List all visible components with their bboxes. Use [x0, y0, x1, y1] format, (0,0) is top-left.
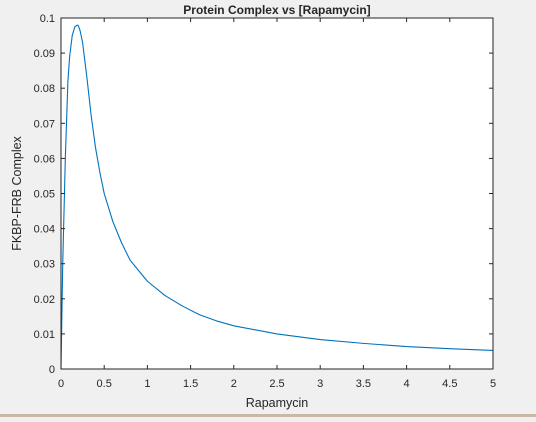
x-tick-label: 1	[144, 378, 150, 390]
x-tick-label: 3	[317, 378, 323, 390]
y-tick-label: 0.04	[34, 224, 55, 236]
x-tick-label: 0.5	[97, 378, 112, 390]
x-tick-label: 4	[404, 378, 410, 390]
x-tick-label: 5	[490, 378, 496, 390]
y-axis-label: FKBP-FRB Complex	[10, 135, 24, 250]
y-tick-label: 0.07	[34, 118, 55, 130]
y-tick-label: 0.03	[34, 259, 55, 271]
y-tick-label: 0.01	[34, 329, 55, 341]
plot-content	[60, 24, 494, 370]
y-tick-label: 0.02	[34, 294, 55, 306]
chart-title: Protein Complex vs [Rapamycin]	[183, 3, 370, 17]
plot-area	[61, 18, 493, 369]
x-tick-label: 2.5	[269, 378, 284, 390]
y-tick-label: 0	[49, 364, 55, 376]
y-tick-label: 0.06	[34, 153, 55, 165]
x-tick-label: 3.5	[356, 378, 371, 390]
ticks: 0 0.5 1 1.5 2 2.5 3 3.5 4 4.5 5 0 0.01 0.02 0.03 0.04 0.…	[34, 13, 496, 390]
x-tick-label: 2	[231, 378, 237, 390]
y-tick-label: 0.09	[34, 48, 55, 60]
series-line-0	[60, 24, 494, 370]
x-tick-label: 0	[58, 378, 64, 390]
x-tick-label: 1.5	[183, 378, 198, 390]
x-axis-label: Rapamycin	[246, 396, 309, 410]
x-tick-label: 4.5	[442, 378, 457, 390]
y-tick-label: 0.08	[34, 83, 55, 95]
y-tick-label: 0.1	[40, 13, 55, 25]
y-tick-label: 0.05	[34, 189, 55, 201]
window-bottom-edge	[0, 414, 536, 417]
